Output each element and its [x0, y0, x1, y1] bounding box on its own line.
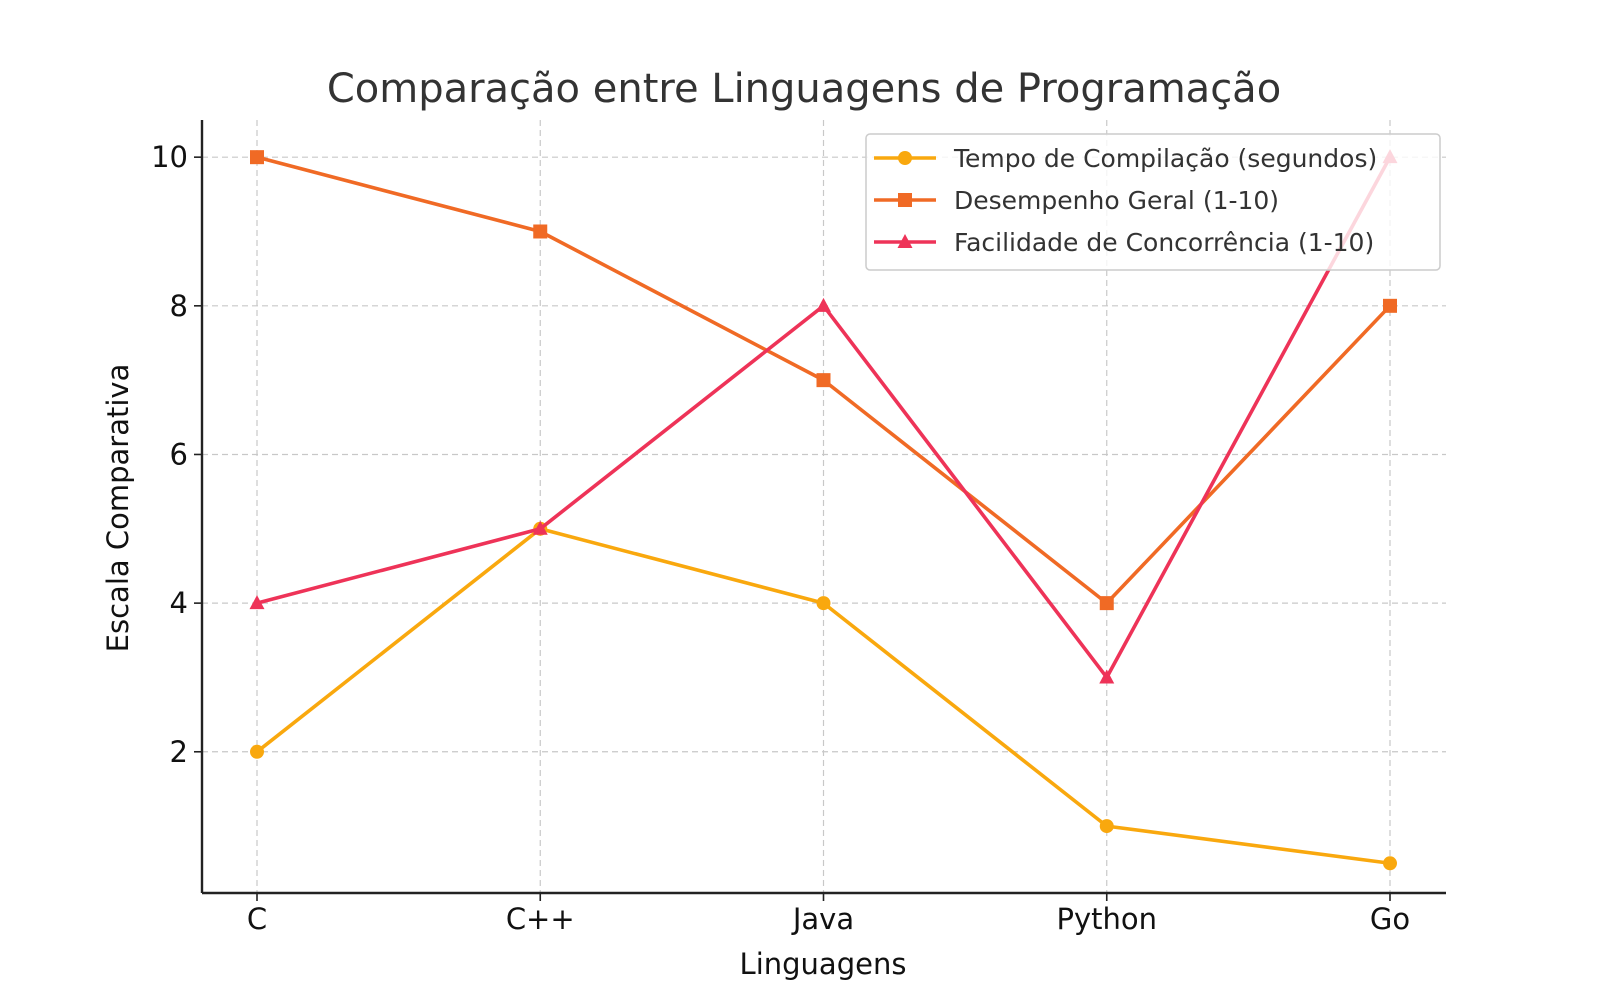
legend-box	[865, 133, 1441, 271]
chart-title: Comparação entre Linguagens de Programaç…	[327, 66, 1281, 112]
legend-marker	[898, 193, 912, 207]
y-tick-label: 4	[170, 586, 188, 620]
data-point	[250, 150, 264, 165]
series-1	[250, 521, 1397, 871]
data-point	[250, 744, 264, 759]
data-point	[533, 224, 548, 239]
legend-label: Desempenho Geral (1-10)	[954, 186, 1279, 215]
data-point	[1383, 856, 1397, 871]
legend-label: Facilidade de Concorrência (1-10)	[954, 228, 1374, 257]
legend-label: Tempo de Compilação (segundos)	[953, 144, 1377, 173]
x-ticks: C C++ Java Python Go	[247, 893, 1410, 936]
x-axis-label: Linguagens	[740, 947, 907, 981]
data-point	[249, 595, 265, 610]
x-tick-label: C++	[506, 902, 575, 936]
data-point	[532, 520, 548, 535]
legend: Tempo de Compilação (segundos) Desempenho…	[865, 133, 1441, 271]
y-ticks: 2 4 6 8 10	[151, 140, 202, 769]
data-point	[1099, 596, 1114, 611]
x-tick-label: C	[247, 902, 267, 936]
data-point	[1383, 298, 1397, 313]
data-point	[816, 373, 831, 388]
data-point	[1099, 669, 1115, 684]
y-axis-label: Escala Comparativa	[101, 364, 135, 653]
x-tick-label: Python	[1056, 902, 1157, 936]
series-3	[249, 149, 1398, 684]
legend-entry: Desempenho Geral (1-10)	[874, 186, 1279, 215]
data-point	[816, 596, 831, 611]
legend-marker	[898, 151, 912, 165]
data-point	[1099, 819, 1114, 834]
y-tick-label: 6	[170, 437, 188, 471]
series-layer	[249, 149, 1398, 871]
legend-marker	[897, 234, 913, 248]
y-tick-label: 2	[170, 735, 188, 769]
data-point	[816, 297, 831, 312]
x-tick-label: Java	[791, 902, 854, 936]
legend-entry: Tempo de Compilação (segundos)	[874, 144, 1377, 173]
y-tick-label: 10	[151, 140, 188, 174]
x-tick-label: Go	[1370, 902, 1410, 936]
legend-entry: Facilidade de Concorrência (1-10)	[874, 228, 1374, 257]
y-tick-label: 8	[170, 289, 188, 323]
